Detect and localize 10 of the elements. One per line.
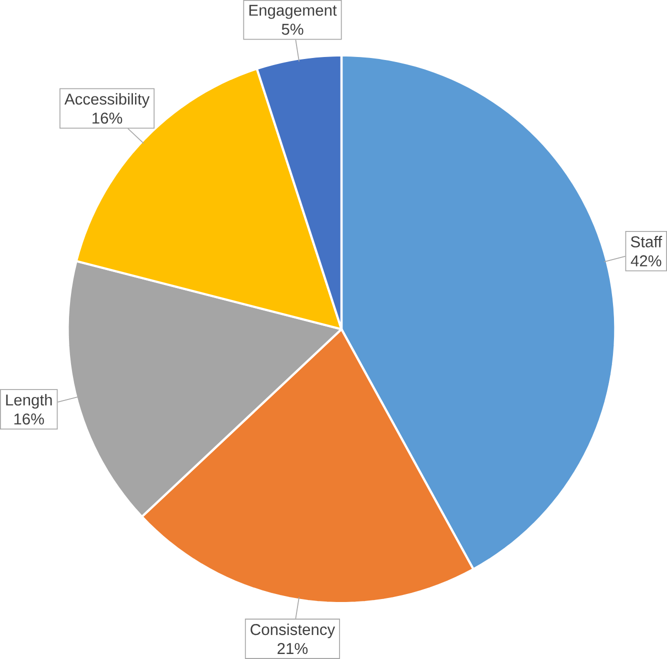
data-label: 42% — [630, 255, 662, 266]
data-label: 16% — [92, 112, 122, 124]
slice-label: Length — [6, 394, 52, 409]
slice-label: Consistency — [250, 624, 336, 638]
slice-label: Staff — [630, 236, 662, 248]
data-label: 5% — [282, 24, 304, 35]
slice-label: Engagement — [249, 4, 337, 19]
slice-label: Accessibility — [64, 93, 150, 108]
data-label: 16% — [14, 413, 44, 425]
data-label: 21% — [278, 643, 308, 654]
